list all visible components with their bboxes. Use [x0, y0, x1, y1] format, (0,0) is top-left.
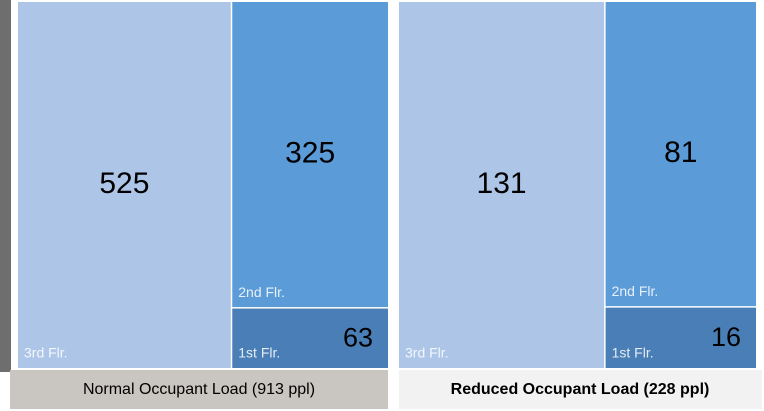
tile-label: 3rd Flr. — [24, 345, 68, 361]
tile-label: 2nd Flr. — [612, 283, 659, 299]
tile — [605, 307, 756, 368]
tile — [18, 2, 231, 368]
value-label: 63 — [343, 322, 373, 352]
tile — [605, 2, 756, 307]
caption-bar — [10, 370, 388, 409]
tile — [232, 2, 388, 308]
photo-strip — [0, 0, 11, 372]
value-label: 131 — [477, 167, 527, 200]
caption-bar — [399, 370, 762, 409]
tile-label: 1st Flr. — [612, 345, 654, 361]
value-label: 16 — [711, 322, 741, 352]
tile — [399, 2, 605, 368]
caption: Reduced Occupant Load (228 ppl) — [451, 381, 710, 398]
caption: Normal Occupant Load (913 ppl) — [83, 381, 315, 398]
value-label: 525 — [99, 167, 149, 200]
tile — [232, 308, 388, 368]
value-label: 325 — [285, 136, 335, 169]
tile-label: 2nd Flr. — [238, 284, 285, 300]
value-label: 81 — [664, 136, 697, 169]
tile-label: 1st Flr. — [238, 345, 280, 361]
tile-label: 3rd Flr. — [405, 345, 449, 361]
